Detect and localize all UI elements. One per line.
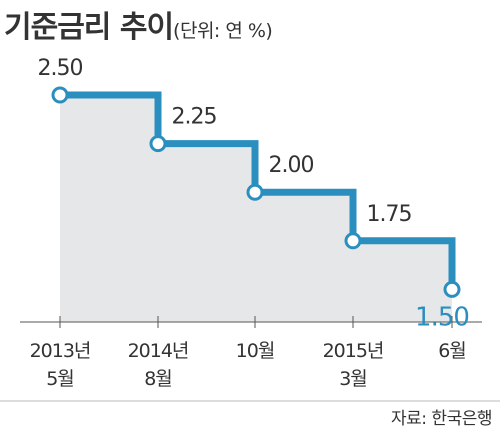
data-point-2	[246, 183, 264, 201]
data-label-0: 2.50	[38, 56, 83, 81]
data-label-1: 2.25	[172, 105, 217, 130]
data-point-1	[149, 135, 167, 153]
chart-title: 기준금리 추이	[4, 10, 174, 45]
category-label-0-0: 2013년	[30, 340, 91, 362]
data-label-3: 1.75	[367, 202, 412, 227]
data-point-4	[443, 280, 461, 298]
data-label-2: 2.00	[269, 153, 314, 178]
category-label-2-0: 10월	[236, 340, 275, 362]
data-point-3	[344, 232, 362, 250]
category-label-3-1: 3월	[339, 368, 367, 390]
category-label-0-1: 5월	[46, 368, 74, 390]
source-note: 자료: 한국은행	[391, 409, 492, 429]
category-label-1-1: 8월	[144, 368, 172, 390]
data-point-0	[51, 86, 69, 104]
category-label-1-0: 2014년	[128, 340, 189, 362]
category-label-3-0: 2015년	[323, 340, 384, 362]
chart-title-block: 기준금리 추이(단위: 연 %)	[4, 2, 273, 46]
data-label-4: 1.50	[415, 302, 469, 332]
chart-unit: (단위: 연 %)	[173, 20, 273, 42]
category-label-4-0: 6월	[438, 340, 466, 362]
